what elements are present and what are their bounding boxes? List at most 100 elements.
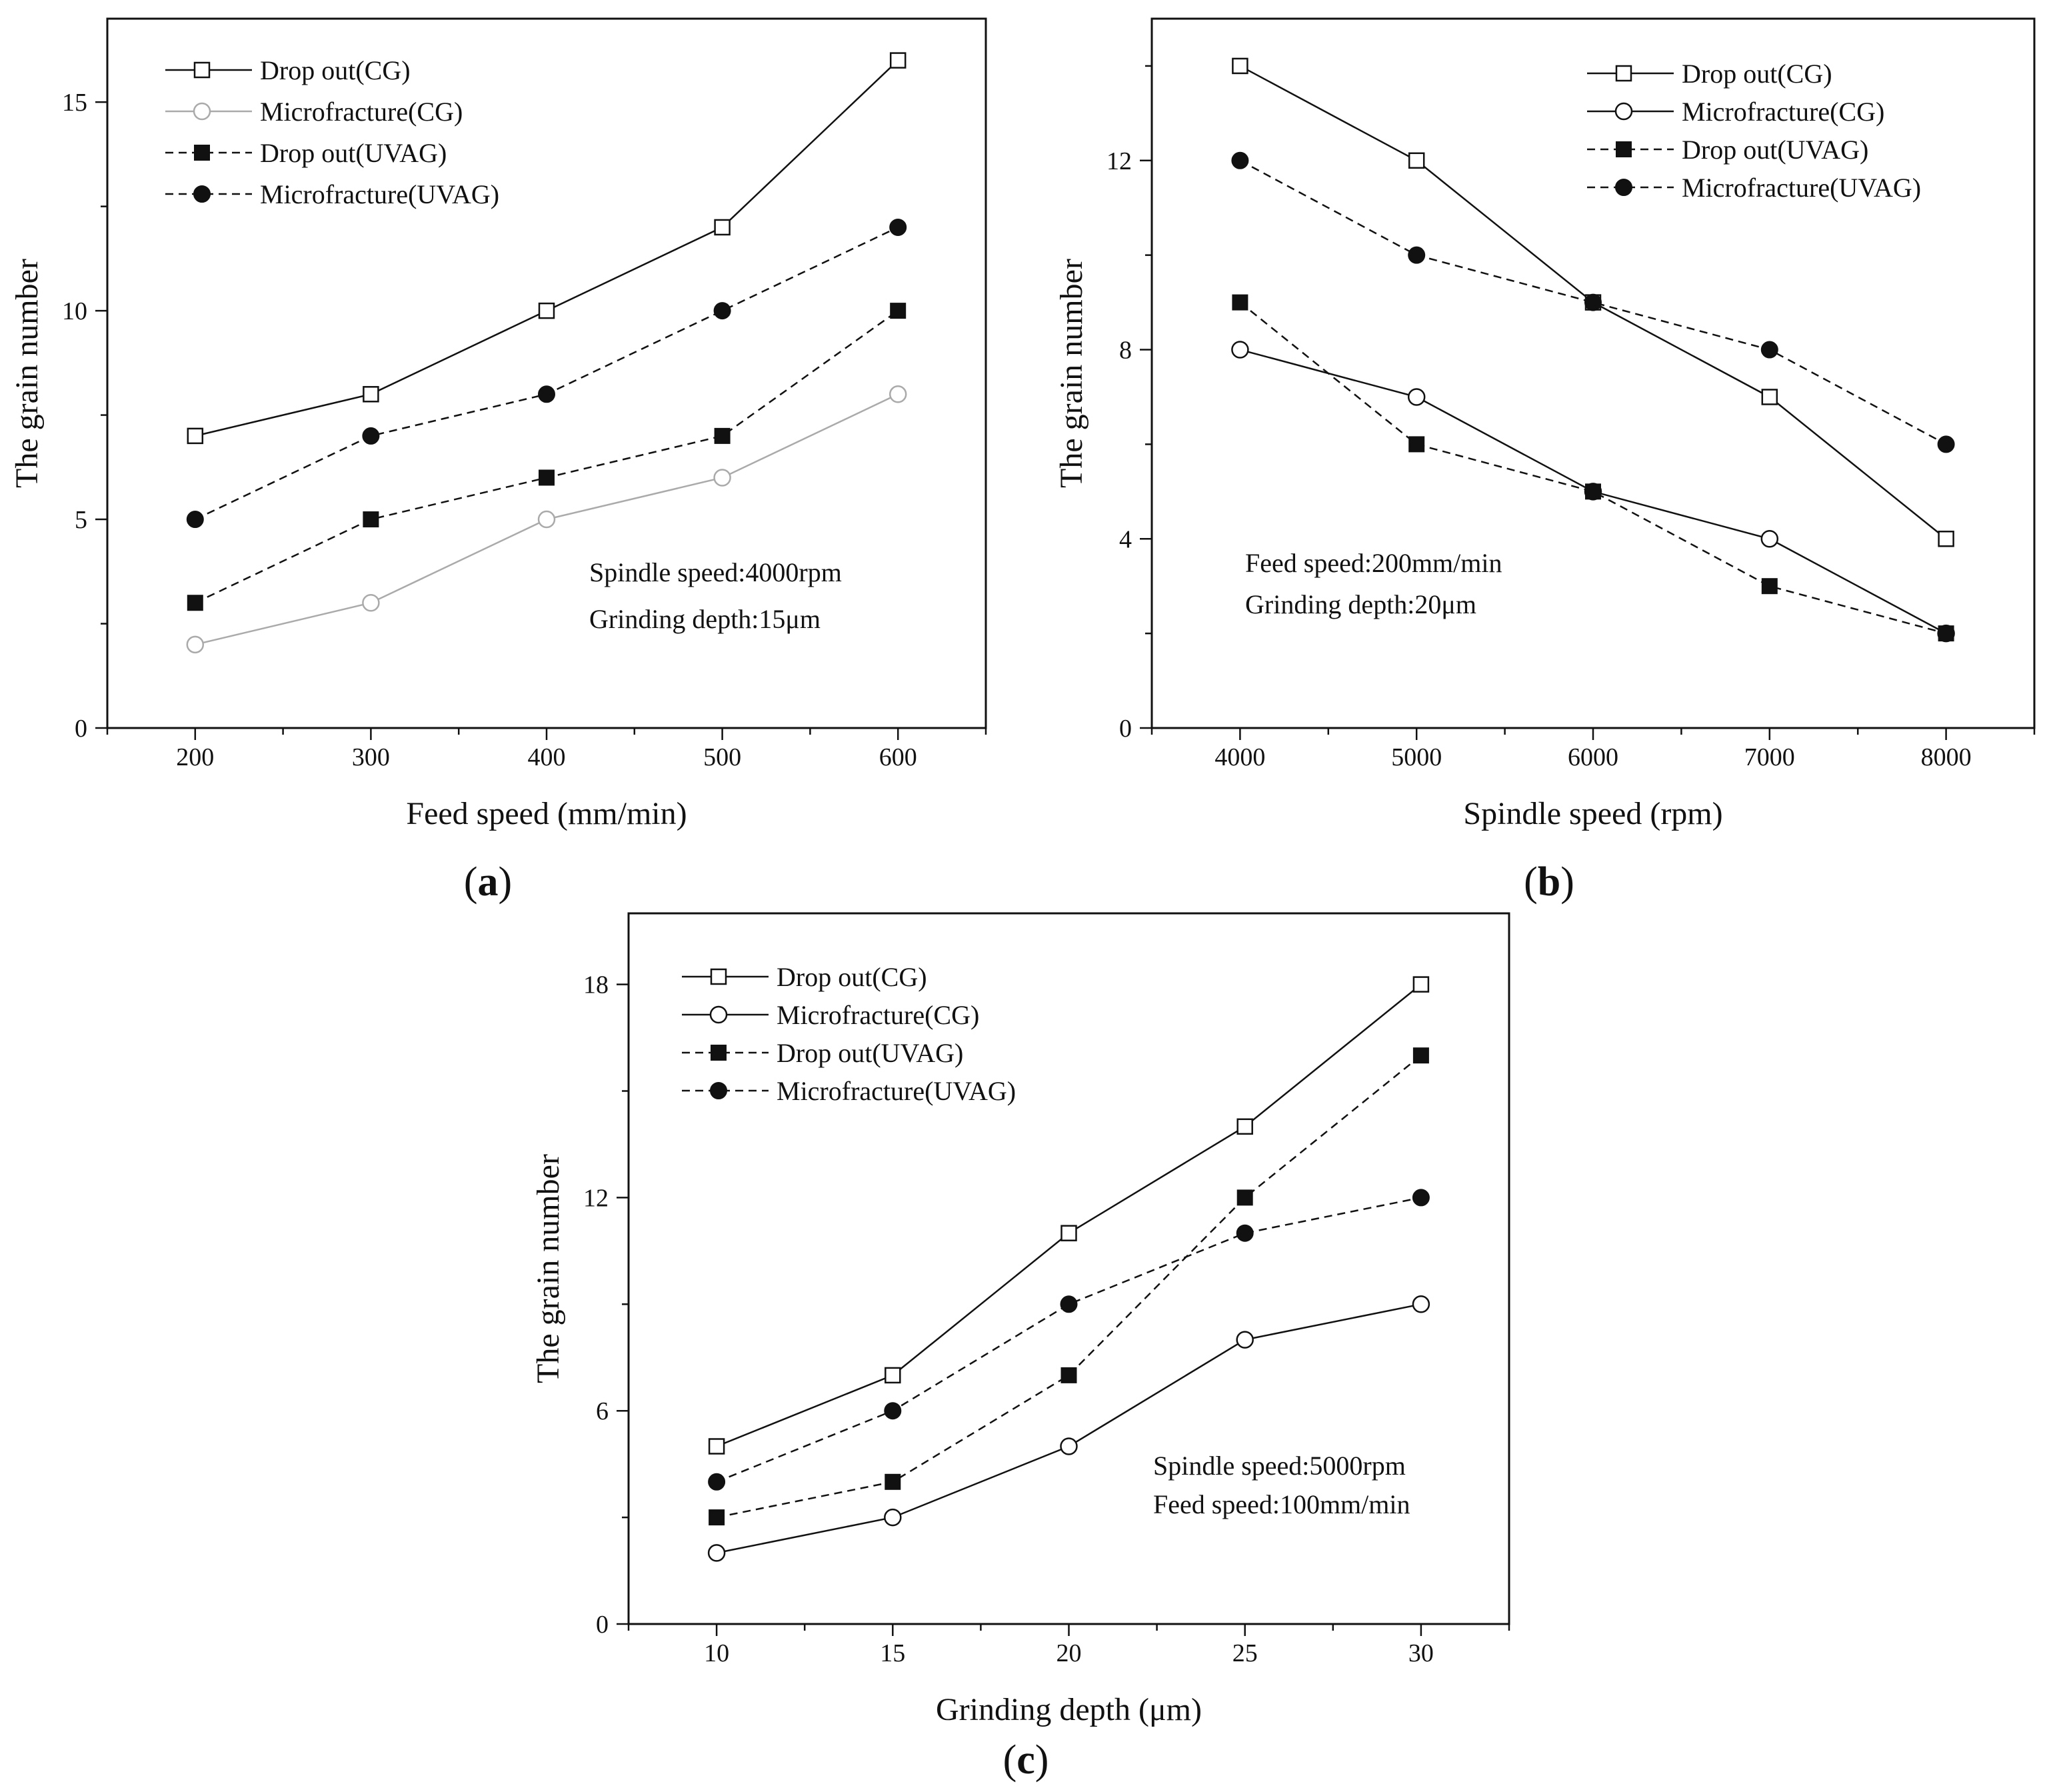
data-point — [707, 1544, 726, 1562]
x-tick-label: 10 — [704, 1639, 729, 1667]
panel-a-chart: 200 300 400 500 600 0 5 10 15 Feed speed (mm/min)… — [9, 17, 987, 831]
legend-item: Microfracture(UVAG) — [682, 1076, 1016, 1106]
data-point — [362, 427, 380, 445]
data-point — [1408, 246, 1426, 264]
legend-marker — [1615, 179, 1632, 196]
y-tick-label: 15 — [62, 89, 87, 117]
series-drop-out-uvag — [709, 1047, 1429, 1526]
data-point — [890, 303, 907, 319]
legend-item: Drop out(CG) — [682, 962, 927, 992]
legend-item: Microfracture(CG) — [682, 1000, 979, 1030]
legend-marker — [710, 968, 727, 985]
series-line — [1239, 159, 1947, 445]
plot-frame — [106, 17, 987, 729]
data-point — [1060, 1295, 1078, 1313]
series-line — [1239, 301, 1946, 635]
data-point — [889, 218, 907, 236]
legend: Drop out(CG) Microfracture(CG) Drop out(UV… — [682, 962, 1016, 1106]
legend-marker — [193, 102, 211, 121]
x-tick-label: 5000 — [1391, 743, 1442, 771]
legend: Drop out(CG) Microfracture(CG) Drop out(UV… — [165, 55, 499, 209]
legend-label: Drop out(CG) — [777, 962, 927, 992]
x-axis-label: Feed speed (mm/min) — [406, 796, 687, 831]
plot-frame — [1150, 17, 2036, 729]
data-point — [1236, 1189, 1253, 1206]
caption-close-paren: ) — [499, 859, 513, 905]
data-point — [1412, 976, 1430, 993]
data-point — [1760, 530, 1779, 548]
series-microfracture-uvag — [1231, 151, 1955, 453]
data-point — [538, 385, 555, 403]
data-point — [708, 1473, 726, 1491]
condition-annotation: Spindle speed:4000rpm — [589, 557, 842, 587]
data-point — [1585, 483, 1601, 500]
data-point — [713, 469, 731, 487]
data-point — [714, 427, 731, 444]
series-drop-out-uvag — [1232, 294, 1954, 642]
series-drop-out-uvag — [187, 303, 907, 611]
data-point — [1232, 57, 1248, 75]
y-tick-label: 4 — [1119, 525, 1132, 553]
data-point — [1060, 1225, 1077, 1241]
data-point — [1938, 531, 1954, 547]
data-point — [1407, 388, 1426, 406]
data-point — [1584, 293, 1602, 311]
legend-marker — [194, 145, 210, 161]
panel-captions: (a) (b)(c) — [464, 859, 1574, 1783]
legend: Drop out(CG) Microfracture(CG) Drop out(UV… — [1587, 59, 1921, 203]
data-point — [885, 1473, 901, 1490]
caption-open-paren: ( — [464, 859, 478, 905]
legend-marker — [193, 61, 211, 79]
x-tick-label: 15 — [880, 1639, 905, 1667]
data-point — [1236, 1224, 1254, 1242]
series-microfracture-cg — [186, 385, 907, 654]
data-point — [708, 1438, 725, 1455]
series-line — [716, 1055, 1422, 1519]
condition-annotation: Feed speed:200mm/min — [1245, 548, 1502, 578]
legend-label: Drop out(UVAG) — [1682, 135, 1868, 165]
y-axis-label: The grain number — [531, 1154, 566, 1383]
data-point — [1060, 1367, 1077, 1383]
data-point — [362, 593, 380, 612]
data-point — [709, 1509, 725, 1526]
data-point — [889, 385, 907, 403]
data-point — [1231, 341, 1249, 359]
data-point — [539, 469, 555, 486]
legend-marker — [711, 1045, 727, 1061]
caption-letter: c — [1017, 1737, 1035, 1783]
data-point — [1761, 389, 1778, 405]
data-point — [1060, 1437, 1078, 1455]
caption-close-paren: ) — [1560, 859, 1574, 905]
legend-label: Drop out(CG) — [260, 55, 411, 85]
data-point — [187, 595, 203, 611]
data-point — [1231, 151, 1249, 169]
legend-marker — [709, 1005, 728, 1024]
x-tick-label: 400 — [528, 743, 566, 771]
x-tick-label: 200 — [176, 743, 214, 771]
data-point — [1761, 578, 1778, 595]
data-point — [363, 511, 379, 528]
x-axis-label: Spindle speed (rpm) — [1463, 796, 1722, 831]
legend-marker — [193, 185, 211, 203]
data-point — [1412, 1295, 1430, 1313]
caption-open-paren: ( — [1524, 859, 1538, 905]
legend-marker — [1614, 102, 1633, 121]
x-tick-label: 4000 — [1214, 743, 1265, 771]
data-point — [1412, 1047, 1429, 1064]
y-tick-label: 12 — [1106, 147, 1132, 175]
x-tick-label: 600 — [879, 743, 917, 771]
caption-letter: a — [478, 859, 499, 905]
legend-label: Microfracture(CG) — [260, 97, 463, 127]
x-axis-label: Grinding depth (μm) — [936, 1692, 1202, 1727]
legend-marker — [710, 1082, 727, 1099]
x-tick-label: 8000 — [1921, 743, 1972, 771]
panel-caption-b: (b) — [1524, 859, 1574, 905]
x-tick-label: 7000 — [1744, 743, 1795, 771]
data-point — [884, 1402, 902, 1420]
legend-label: Drop out(UVAG) — [777, 1038, 963, 1068]
data-point — [1408, 436, 1425, 453]
data-point — [187, 427, 204, 445]
data-point — [884, 1508, 902, 1527]
legend-item: Drop out(CG) — [1587, 59, 1832, 89]
